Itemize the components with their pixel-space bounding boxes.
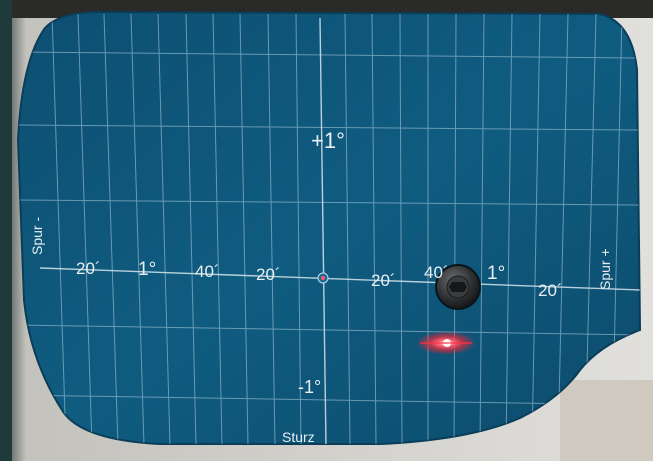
background-left-edge bbox=[0, 0, 12, 461]
grid-lines bbox=[18, 13, 640, 444]
scale-label: 20´ bbox=[76, 259, 101, 278]
center-dot-core bbox=[321, 276, 325, 280]
top-mark-label: +1° bbox=[311, 128, 345, 153]
main-axes bbox=[39, 17, 640, 444]
scale-label: 1° bbox=[138, 259, 157, 280]
right-side-label: Spur + bbox=[597, 248, 613, 290]
target-board bbox=[16, 10, 642, 445]
background-floor bbox=[560, 380, 653, 461]
scale-label: 40´ bbox=[195, 262, 220, 281]
scale-label: 20´ bbox=[256, 265, 281, 284]
bottom-mark-label: -1° bbox=[298, 377, 322, 397]
scale-label: 20´ bbox=[371, 271, 396, 290]
left-side-label: Spur - bbox=[29, 216, 45, 255]
scale-label: 40´ bbox=[424, 263, 449, 282]
screw-hex-socket bbox=[449, 282, 467, 292]
scale-label: 1° bbox=[487, 263, 506, 284]
bottom-label: Sturz bbox=[282, 429, 315, 445]
scale-label: 20´ bbox=[538, 281, 563, 300]
